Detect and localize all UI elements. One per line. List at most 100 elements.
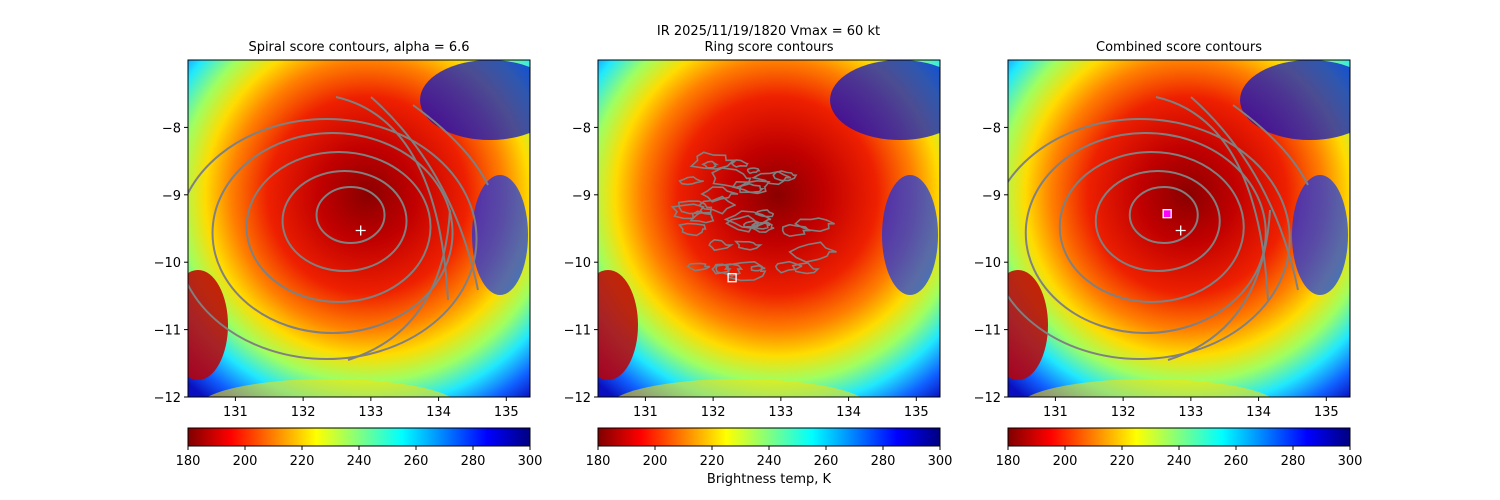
y-tick-label: −10 — [974, 256, 1001, 271]
x-tick-label: 132 — [1111, 405, 1136, 420]
y-tick-label: −11 — [974, 324, 1001, 339]
colorbar-tick-label: 200 — [233, 454, 258, 469]
colorbar: 180 200 220 240 260 280 300 — [176, 427, 543, 469]
y-tick-label: −11 — [154, 324, 181, 339]
heatmap-south-band — [617, 379, 861, 397]
y-tick-label: −9 — [572, 189, 591, 204]
ring-contour — [711, 167, 752, 189]
score-contours — [1008, 96, 1309, 361]
ring-contour — [749, 221, 775, 234]
ring-contour — [708, 238, 734, 252]
colorbar-tick-label: 180 — [176, 454, 201, 469]
x-tick-label: 134 — [836, 405, 861, 420]
score-contours — [670, 151, 837, 282]
ring-contour — [689, 210, 715, 224]
colorbar-label: Brightness temp, K — [706, 472, 832, 487]
ring-contour — [788, 241, 837, 263]
y-tick-label: −10 — [564, 256, 591, 271]
x-tick-label: 131 — [1043, 405, 1068, 420]
y-tick-label: −8 — [162, 121, 181, 136]
spiral-contour-ring — [245, 151, 432, 304]
heatmap-east-clear — [882, 175, 938, 295]
spiral-contour-ring — [315, 186, 386, 245]
ring-contour — [774, 260, 803, 274]
panel-title: Ring score contours — [704, 40, 833, 55]
brightness-heatmap — [1008, 60, 1350, 397]
marker-combined-max — [1162, 209, 1172, 219]
heatmap-ne-clear — [1240, 60, 1350, 140]
axes-frame — [187, 59, 531, 398]
x-tick-label: 134 — [426, 405, 451, 420]
ring-contour — [751, 170, 792, 186]
axes-frame — [597, 59, 941, 398]
marker-ring-max — [727, 273, 737, 283]
colorbar-gradient — [597, 427, 941, 447]
heatmap-south-band — [207, 379, 451, 397]
spiral-arc — [370, 96, 479, 291]
ring-contour — [689, 151, 736, 170]
colorbar: 180 200 220 240 260 280 300 — [996, 427, 1363, 469]
heatmap-east-clear — [1292, 175, 1348, 295]
ring-contour — [772, 170, 798, 182]
colorbar-tick-label: 300 — [518, 454, 543, 469]
ring-contour — [678, 222, 707, 237]
heatmap-south-band — [1027, 379, 1271, 397]
panel-title: Combined score contours — [1096, 40, 1262, 55]
spiral-contour-ring — [281, 170, 408, 273]
spiral-contour-ring — [211, 132, 454, 335]
colorbar-gradient — [187, 427, 531, 447]
spiral-arc — [1232, 104, 1309, 186]
ring-contour — [746, 167, 761, 175]
ring-contour — [791, 262, 820, 275]
y-tick-label: −8 — [982, 121, 1001, 136]
heatmap-west-cold-cloud — [1008, 270, 1048, 380]
y-tick-label: −11 — [564, 324, 591, 339]
heatmap-west-cold-cloud — [188, 270, 228, 380]
colorbar-tick-label: 260 — [814, 454, 839, 469]
x-tick-label: 135 — [494, 405, 519, 420]
colorbar: 180 200 220 240 260 280 300 — [586, 427, 952, 469]
ring-contour — [701, 160, 720, 169]
spiral-arc — [347, 209, 451, 361]
ring-contour — [670, 203, 705, 220]
colorbar-tick-label: 280 — [1281, 454, 1306, 469]
ring-contour — [715, 263, 744, 277]
panel-3: Combined score contours 131 132 133 134 135 −8… — [974, 40, 1363, 469]
panel-2: Ring score contours 131 132 133 134 135 −8 −9 −1… — [564, 40, 953, 469]
y-tick-label: −12 — [154, 391, 181, 406]
colorbar-tick-label: 300 — [1338, 454, 1363, 469]
colorbar-tick-label: 220 — [1110, 454, 1135, 469]
heatmap-ne-clear — [420, 60, 530, 140]
colorbar-tick-label: 220 — [700, 454, 725, 469]
panel-title: Spiral score contours, alpha = 6.6 — [248, 40, 469, 55]
spiral-contour-ring — [1128, 186, 1199, 245]
ring-contour — [750, 264, 766, 272]
brightness-heatmap — [188, 60, 530, 397]
ring-contour — [750, 221, 771, 230]
panel-1: Spiral score contours, alpha = 6.6 131 132… — [154, 40, 543, 469]
colorbar-tick-label: 260 — [1224, 454, 1249, 469]
ring-contour — [678, 176, 704, 186]
y-tick-label: −12 — [564, 391, 591, 406]
x-tick-label: 133 — [768, 405, 793, 420]
spiral-contour-ring — [188, 118, 478, 360]
marker-center — [1175, 225, 1186, 236]
ring-contour — [738, 181, 765, 194]
heatmap-ne-clear — [830, 60, 940, 140]
colorbar-tick-label: 260 — [404, 454, 429, 469]
x-tick-label: 133 — [1178, 405, 1203, 420]
colorbar-tick-label: 280 — [871, 454, 896, 469]
ring-contour — [734, 240, 763, 251]
figure-title: IR 2025/11/19/1820 Vmax = 60 kt — [656, 24, 881, 39]
spiral-arc — [412, 104, 489, 186]
colorbar-tick-label: 220 — [290, 454, 315, 469]
x-tick-label: 132 — [291, 405, 316, 420]
colorbar-tick-label: 180 — [996, 454, 1021, 469]
x-tick-label: 135 — [1314, 405, 1339, 420]
colorbar-tick-label: 180 — [586, 454, 611, 469]
y-tick-label: −10 — [154, 256, 181, 271]
ring-contour — [700, 186, 739, 203]
heatmap-west-cold-cloud — [598, 270, 638, 380]
y-tick-label: −9 — [982, 189, 1001, 204]
marker-center — [355, 225, 366, 236]
